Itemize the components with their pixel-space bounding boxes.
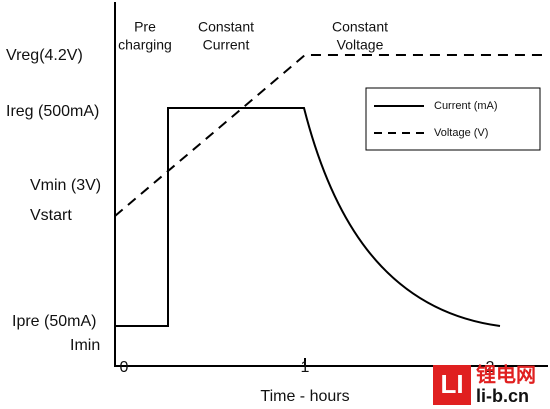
y-label: Vmin (3V) bbox=[30, 177, 101, 194]
x-label: 2 bbox=[486, 359, 495, 376]
phase-label: Pre bbox=[134, 19, 156, 35]
legend-entry: Voltage (V) bbox=[434, 127, 488, 139]
phase-label: Constant bbox=[332, 19, 388, 35]
x-label: 1 bbox=[301, 359, 310, 376]
y-label: Vstart bbox=[30, 207, 72, 224]
phase-label: charging bbox=[118, 37, 172, 53]
watermark-site: li-b.cn bbox=[476, 386, 529, 406]
watermark-logo bbox=[433, 365, 471, 405]
x-title: Time - hours bbox=[260, 388, 349, 405]
current-curve bbox=[115, 107, 501, 327]
legend-entry: Current (mA) bbox=[434, 100, 498, 112]
y-label: Ipre (50mA) bbox=[12, 313, 96, 330]
watermark-name: 锂电网 bbox=[476, 362, 536, 386]
voltage-curve bbox=[114, 54, 545, 217]
x-label: 0 bbox=[120, 359, 129, 376]
y-label: Vreg(4.2V) bbox=[6, 47, 83, 64]
phase-label: Current bbox=[203, 37, 250, 53]
y-label: Imin bbox=[70, 337, 100, 354]
phase-label: Voltage bbox=[337, 37, 384, 53]
phase-label: Constant bbox=[198, 19, 254, 35]
y-label: Ireg (500mA) bbox=[6, 103, 99, 120]
legend-box bbox=[365, 87, 541, 151]
watermark-logo-text: LI bbox=[440, 369, 463, 399]
